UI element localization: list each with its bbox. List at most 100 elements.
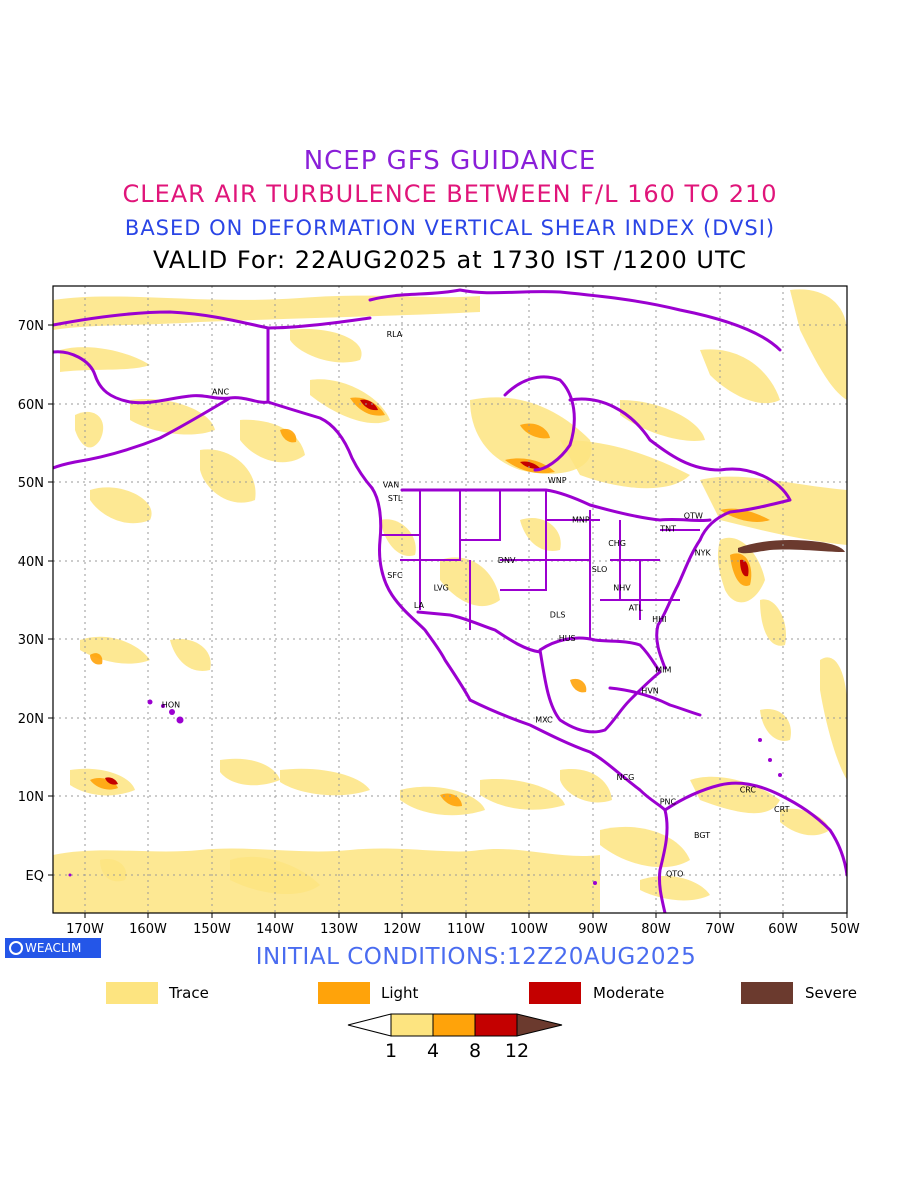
title-valid-time: VALID For: 22AUG2025 at 1730 IST /1200 U… — [153, 246, 747, 274]
lat-label: 20N — [18, 712, 44, 727]
mexico-pacific-coast — [468, 698, 667, 812]
colorbar-tick: 1 — [385, 1040, 397, 1062]
city-label-la: LA — [414, 601, 425, 610]
us-east-coast — [655, 538, 702, 670]
lat-label: 50N — [18, 476, 44, 491]
colorbar-low-arrow — [347, 1013, 392, 1037]
lat-label: EQ — [26, 869, 44, 884]
lon-label: 110W — [447, 922, 485, 937]
map-frame — [52, 285, 848, 914]
lat-label: 10N — [18, 790, 44, 805]
lon-label: 160W — [129, 922, 167, 937]
city-label-lvg: LVG — [434, 584, 449, 593]
gulf-coast — [538, 636, 662, 734]
south-america-west — [658, 808, 669, 913]
title-model: NCEP GFS GUIDANCE — [303, 146, 597, 176]
lon-label: 130W — [320, 922, 358, 937]
us-mexico-border — [416, 610, 542, 654]
city-label-dls: DLS — [550, 610, 566, 619]
lat-label: 60N — [18, 398, 44, 413]
canada-arctic-islands — [368, 288, 782, 352]
cuba — [608, 686, 702, 717]
lon-label: 100W — [510, 922, 548, 937]
hudson-bay — [503, 375, 576, 472]
title-method: BASED ON DEFORMATION VERTICAL SHEAR INDE… — [124, 216, 776, 240]
us-canada-border — [400, 488, 712, 523]
city-label-qto: QTO — [666, 870, 683, 879]
alaska-north-coast — [53, 310, 372, 330]
city-label-stl: STL — [388, 494, 403, 503]
south-america-coast — [663, 781, 847, 877]
legend-label-trace: Trace — [169, 984, 209, 1002]
weaclim-logo: WEACLIM — [5, 938, 101, 958]
legend-swatch-light — [318, 982, 370, 1004]
city-label-crt: CRT — [774, 805, 790, 814]
city-label-slo: SLO — [592, 565, 608, 574]
city-label-ncg: NCG — [617, 773, 635, 782]
legend-label-moderate: Moderate — [593, 984, 665, 1002]
colorbar-trace — [390, 1013, 434, 1037]
canada-east-coast — [568, 397, 792, 542]
lon-label: 70W — [705, 922, 735, 937]
city-label-tnt: TNT — [659, 525, 676, 534]
lat-lon-grid — [53, 286, 847, 913]
lon-label: 170W — [66, 922, 104, 937]
city-label-crc: CRC — [740, 786, 757, 795]
legend-label-severe: Severe — [805, 984, 857, 1002]
colorbar-tick: 4 — [427, 1040, 439, 1062]
longitude-labels: 170W 160W 150W 140W 130W 120W 110W 100W … — [66, 922, 860, 937]
lon-label: 60W — [768, 922, 798, 937]
colorbar-tick: 8 — [469, 1040, 481, 1062]
islands — [68, 699, 782, 885]
city-label-bgt: BGT — [694, 831, 710, 840]
city-label-van: VAN — [383, 481, 399, 490]
city-label-wnp: WNP — [548, 476, 567, 485]
colorbar-tick: 12 — [505, 1040, 529, 1062]
city-label-mnp: MNP — [572, 515, 590, 524]
city-label-chg: CHG — [608, 539, 626, 548]
city-label-atl: ATL — [629, 603, 644, 612]
lon-label: 150W — [193, 922, 231, 937]
initial-conditions: INITIAL CONDITIONS:12Z20AUG2025 — [255, 944, 697, 970]
lat-label: 70N — [18, 319, 44, 334]
lat-label: 40N — [18, 555, 44, 570]
legend-swatch-trace — [106, 982, 158, 1004]
colorbar-high-arrow — [516, 1013, 563, 1037]
city-label-hus: HUS — [559, 634, 576, 643]
title-product: CLEAR AIR TURBULENCE BETWEEN F/L 160 TO … — [122, 180, 778, 208]
city-label-mxc: MXC — [535, 716, 553, 725]
city-label-hon: HON — [162, 701, 180, 710]
city-label-nyk: NYK — [695, 548, 712, 557]
colorbar: 1 4 8 12 — [347, 1013, 563, 1062]
aleutian-chain — [53, 396, 232, 470]
lon-label: 80W — [641, 922, 671, 937]
colorbar-light — [432, 1013, 476, 1037]
colorbar-moderate — [474, 1013, 518, 1037]
lon-label: 120W — [383, 922, 421, 937]
legend-label-light: Light — [381, 984, 419, 1002]
trace-turbulence-areas — [53, 289, 847, 913]
city-label-dnv: DNV — [498, 556, 516, 565]
city-label-otw: OTW — [684, 511, 703, 520]
severe-turbulence-areas — [738, 540, 845, 554]
city-label-hvn: HVN — [641, 687, 658, 696]
legend-swatch-moderate — [529, 982, 581, 1004]
city-label-hhi: HHI — [652, 615, 666, 624]
city-label-rla: RLA — [387, 330, 403, 339]
city-label-nhv: NHV — [613, 584, 631, 593]
latitude-labels: 70N 60N 50N 40N 30N 20N 10N EQ — [18, 319, 44, 884]
city-label-pnc: PNC — [660, 797, 677, 806]
city-label-sfc: SFC — [387, 571, 403, 580]
state-borders — [380, 490, 700, 640]
legend-swatch-severe — [741, 982, 793, 1004]
city-label-anc: ANC — [212, 387, 229, 396]
weaclim-label: WEACLIM — [25, 941, 82, 955]
axis-ticks — [48, 324, 848, 918]
weaclim-circle-icon — [9, 941, 23, 955]
lat-label: 30N — [18, 633, 44, 648]
lon-label: 90W — [578, 922, 608, 937]
city-labels: RLA ANC VAN STL WNP MNP OTW TNT CHG NYK DNV SLO SFC L… — [162, 330, 790, 879]
lon-label: 140W — [256, 922, 294, 937]
lon-label: 50W — [830, 922, 860, 937]
